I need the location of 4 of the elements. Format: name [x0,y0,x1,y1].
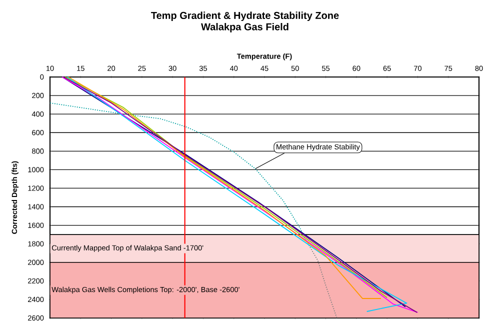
line-series [304,236,338,318]
chart-subtitle: Walakpa Gas Field [201,23,288,32]
line-series [50,102,305,238]
chart-title: Temp Gradient & Hydrate Stability Zone [151,12,339,21]
